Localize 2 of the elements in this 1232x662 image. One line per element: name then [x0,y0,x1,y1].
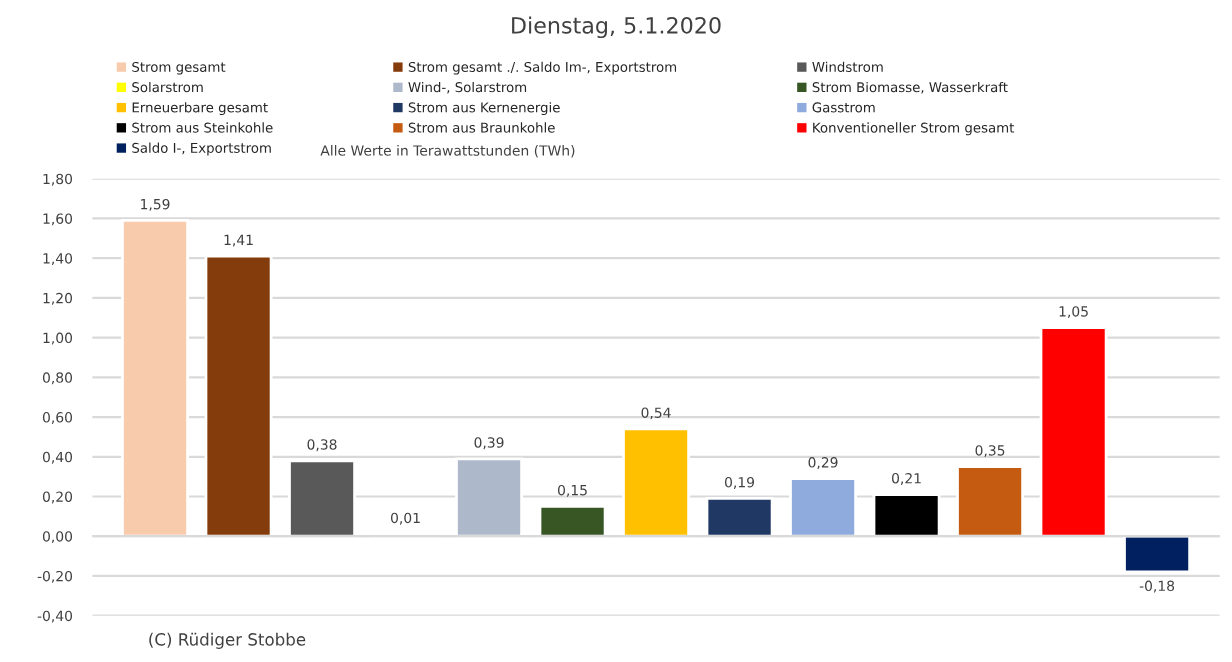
text: (C) Rüdiger Stobbe [149,632,306,649]
chart-title: Dienstag, 5.1.2020 [512,16,721,39]
